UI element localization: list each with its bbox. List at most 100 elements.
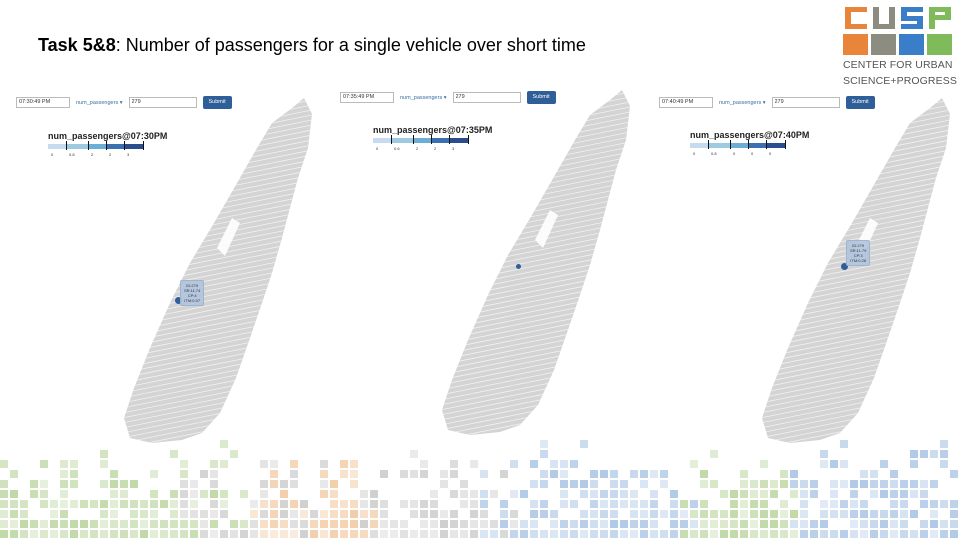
logo-square-gray [871,34,896,55]
slide-title: Task 5&8: Number of passengers for a sin… [38,35,586,56]
cusp-wordmark [843,5,955,31]
legend-tick-mark [143,141,144,150]
field-dropdown-label: num_passengers [400,94,443,101]
legend-swatch [88,144,106,149]
manhattan-map[interactable] [760,88,960,448]
legend-tick-mark [88,141,89,150]
legend-tick-mark [468,135,469,144]
legend-ticks: 0 0.6 2 2 3 [373,135,492,151]
legend-tick-mark [413,135,414,144]
legend-tick-label: 3 [452,146,455,151]
legend-tick-mark [106,141,107,150]
cusp-letters-icon [845,7,951,29]
legend-tick-label: 0.8 [69,152,75,157]
legend-swatch [124,144,144,149]
legend-tick-label: 3 [127,152,130,157]
submit-button[interactable]: Submit [526,91,556,104]
legend-swatch [373,138,391,143]
tooltip-line: CP:4 [187,293,197,298]
legend-swatch [66,144,88,149]
legend-swatch [748,143,766,148]
cusp-logo: CENTER FOR URBAN SCIENCE+PROGRESS [843,5,957,91]
color-legend: num_passengers@07:35PM 0 0.6 2 2 3 [373,125,492,151]
vehicle-id-input[interactable] [128,97,197,108]
legend-tick-mark [391,135,392,144]
legend-ramp [48,144,167,149]
vehicle-marker[interactable] [516,264,521,269]
legend-tick-label: 0.8 [711,151,717,156]
slide-title-rest: : Number of passengers for a single vehi… [115,35,586,55]
legend-title: num_passengers@07:40PM [690,130,810,140]
chevron-down-icon: ▾ [443,94,447,101]
legend-swatch [730,143,748,148]
legend-tick-label: 0 [693,151,696,156]
chevron-down-icon: ▾ [119,99,123,106]
tooltip-line: ITM:0.26 [850,258,867,263]
vehicle-marker[interactable] [175,297,182,304]
legend-ramp [373,138,492,143]
submit-button[interactable]: Submit [202,96,232,109]
legend-tick-label: 0.6 [394,146,400,151]
legend-tick-label: 0 [751,151,754,156]
legend-tick-mark [124,141,125,150]
legend-tick-label: 2 [434,146,437,151]
field-dropdown[interactable]: num_passengers ▾ [719,100,766,106]
slide-title-bold: Task 5&8 [38,35,116,55]
vehicle-id-input[interactable] [771,97,840,108]
submit-button[interactable]: Submit [845,96,875,109]
manhattan-map[interactable] [440,80,640,440]
legend-title: num_passengers@07:30PM [48,131,168,141]
logo-square-orange [843,34,868,55]
legend-tick-label: 2 [416,146,419,151]
legend-swatch [708,143,730,148]
legend-tick-label: 0 [376,146,379,151]
legend-title: num_passengers@07:35PM [373,125,493,135]
tooltip-line: ITM:0.07 [184,298,201,303]
tooltip-line: ID:279 [852,243,865,248]
field-dropdown[interactable]: num_passengers ▾ [400,95,447,101]
tooltip-line: ID:279 [186,283,199,288]
legend-tick-mark [708,140,709,149]
legend-tick-mark [449,135,450,144]
vehicle-tooltip: ID:279 SR:11.74 CP:4 ITM:0.07 [180,280,205,306]
legend-tick-mark [785,140,786,149]
legend-tick-label: 2 [91,152,94,157]
legend-swatch [106,144,124,149]
chevron-down-icon: ▾ [762,99,766,106]
legend-tick-mark [431,135,432,144]
time-input[interactable] [659,97,713,108]
tooltip-line: SR:11.74 [184,288,201,293]
field-dropdown[interactable]: num_passengers ▾ [76,100,123,106]
legend-swatch [690,143,708,148]
tooltip-line: CP:3 [853,253,863,258]
legend-tick-label: 0 [51,152,54,157]
logo-tagline-2: SCIENCE+PROGRESS [843,75,957,87]
query-controls: num_passengers ▾ Submit [340,91,556,104]
legend-swatch [48,144,66,149]
legend-swatch [413,138,431,143]
legend-ticks: 0 0.8 2 2 3 [48,141,167,157]
field-dropdown-label: num_passengers [719,99,762,106]
logo-square-green [927,34,952,55]
time-input[interactable] [340,92,394,103]
legend-tick-mark [66,141,67,150]
tooltip-line: SR:11.79 [850,248,867,253]
legend-tick-label: 0 [733,151,736,156]
field-dropdown-label: num_passengers [76,99,119,106]
vehicle-tooltip: ID:279 SR:11.79 CP:3 ITM:0.26 [846,240,871,266]
time-input[interactable] [16,97,70,108]
legend-tick-mark [748,140,749,149]
legend-tick-mark [766,140,767,149]
vehicle-marker[interactable] [841,263,848,270]
legend-ticks: 0 0.8 0 0 0 [690,140,809,156]
legend-swatch [391,138,413,143]
vehicle-id-input[interactable] [452,92,521,103]
query-controls: num_passengers ▾ Submit [659,96,875,109]
legend-swatch [766,143,786,148]
logo-tagline-1: CENTER FOR URBAN [843,59,953,71]
legend-tick-mark [730,140,731,149]
legend-swatch [449,138,469,143]
legend-tick-label: 2 [109,152,112,157]
query-controls: num_passengers ▾ Submit [16,96,232,109]
color-legend: num_passengers@07:40PM 0 0.8 0 0 0 [690,130,809,156]
